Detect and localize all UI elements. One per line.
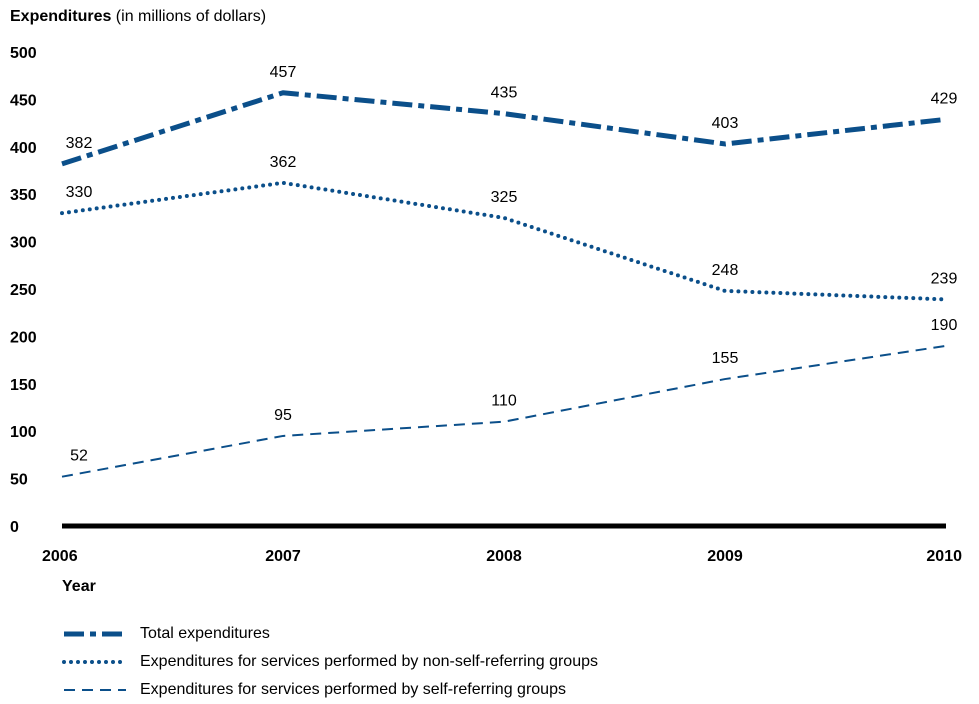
data-label-0-0: 382: [66, 135, 93, 152]
data-label-0-3: 403: [712, 115, 739, 132]
legend-swatch-dotted: [62, 660, 128, 664]
legend-item-self-referring: Expenditures for services performed by s…: [62, 676, 598, 704]
y-axis-title: Expenditures (in millions of dollars): [10, 8, 266, 26]
legend-item-total: Total expenditures: [62, 620, 598, 648]
y-tick-label-150: 150: [10, 377, 37, 394]
series-line-1: [60, 180, 948, 302]
x-tick-label-2009: 2009: [707, 548, 743, 565]
data-label-1-0: 330: [66, 184, 93, 201]
y-tick-label-100: 100: [10, 424, 37, 441]
x-tick-label-2007: 2007: [265, 548, 301, 565]
legend-swatch-dashed: [64, 689, 126, 691]
data-label-2-2: 110: [491, 393, 517, 410]
y-tick-label-350: 350: [10, 187, 37, 204]
data-label-1-1: 362: [270, 154, 297, 171]
y-axis-title-bold: Expenditures: [10, 8, 112, 25]
y-tick-label-500: 500: [10, 45, 37, 62]
data-label-1-4: 239: [931, 270, 958, 287]
data-label-0-1: 457: [270, 64, 297, 81]
legend-label-self-referring: Expenditures for services performed by s…: [140, 681, 566, 698]
data-label-2-4: 190: [931, 317, 958, 334]
data-label-2-0: 52: [70, 448, 88, 465]
data-label-2-1: 95: [274, 407, 292, 424]
y-tick-label-250: 250: [10, 282, 37, 299]
data-label-2-3: 155: [712, 350, 739, 367]
x-axis-title: Year: [62, 578, 96, 595]
y-tick-label-400: 400: [10, 140, 37, 157]
series-line-2: [61, 344, 947, 478]
data-label-0-4: 429: [931, 90, 958, 107]
y-tick-label-300: 300: [10, 235, 37, 252]
legend-swatch-dash-dot: [64, 631, 126, 637]
y-tick-label-50: 50: [10, 472, 28, 489]
legend: Total expenditures Expenditures for serv…: [62, 620, 598, 704]
x-tick-label-2008: 2008: [486, 548, 522, 565]
series-line-0: [61, 90, 947, 167]
data-label-1-2: 325: [491, 189, 518, 206]
y-tick-label-0: 0: [10, 519, 19, 536]
y-axis-title-units: (in millions of dollars): [111, 8, 267, 25]
line-chart: 0 50 100 150 200 250 300 350 400 450 500 2006 2007 20…: [10, 45, 962, 565]
legend-label-non-self-referring: Expenditures for services performed by n…: [140, 653, 598, 670]
legend-item-non-self-referring: Expenditures for services performed by n…: [62, 648, 598, 676]
y-tick-label-450: 450: [10, 92, 37, 109]
x-tick-label-2006: 2006: [42, 548, 78, 565]
y-tick-label-200: 200: [10, 329, 37, 346]
x-tick-label-2010: 2010: [926, 548, 962, 565]
legend-label-total: Total expenditures: [140, 625, 270, 642]
data-label-0-2: 435: [491, 85, 518, 102]
data-label-1-3: 248: [712, 262, 739, 279]
